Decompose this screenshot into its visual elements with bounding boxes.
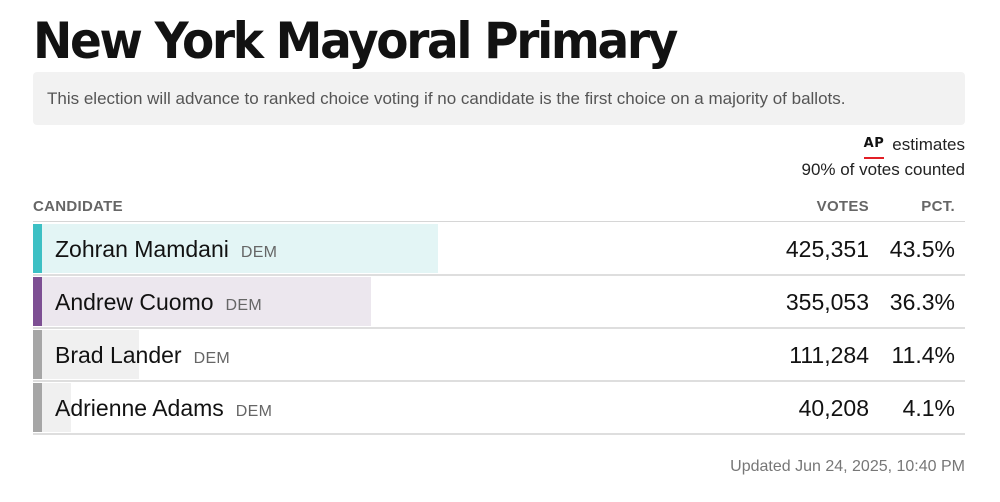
party-label: DEM xyxy=(193,350,231,367)
pct-value: 36.3% xyxy=(889,289,955,315)
candidate-row: Andrew Cuomo DEM 355,053 36.3% xyxy=(33,276,965,329)
votes-value: 40,208 xyxy=(798,395,869,421)
results-table-header: CANDIDATE VOTES PCT. xyxy=(33,198,965,222)
candidate-name-cell: Andrew Cuomo DEM xyxy=(55,276,262,332)
party-label: DEM xyxy=(225,297,262,314)
updated-timestamp: Updated Jun 24, 2025, 10:40 PM xyxy=(730,458,965,475)
candidate-name: Andrew Cuomo xyxy=(55,289,214,315)
votes-value: 355,053 xyxy=(785,289,869,315)
pct-column-header: PCT. xyxy=(921,198,955,215)
candidate-name: Brad Lander xyxy=(55,342,182,368)
votes-value: 425,351 xyxy=(785,236,869,262)
vote-share-bar xyxy=(33,330,140,379)
votes-counted-text: 90% of votes counted xyxy=(801,160,965,179)
party-label: DEM xyxy=(240,244,278,261)
candidate-row: Adrienne Adams DEM 40,208 4.1% xyxy=(33,382,965,435)
ap-logo: AP xyxy=(863,132,885,159)
candidate-name: Adrienne Adams xyxy=(55,395,224,421)
candidate-name-cell: Zohran Mamdani DEM xyxy=(55,223,277,279)
candidate-row: Brad Lander DEM 111,284 11.4% xyxy=(33,329,965,382)
page-title: New York Mayoral Primary xyxy=(33,12,678,70)
candidate-column-header: CANDIDATE xyxy=(33,198,123,215)
pct-value: 4.1% xyxy=(902,395,955,421)
votes-column-header: VOTES xyxy=(816,198,869,215)
candidate-row: Zohran Mamdani DEM 425,351 43.5% xyxy=(33,223,965,276)
candidate-color-swatch xyxy=(33,383,42,432)
estimates-info: AP estimates 90% of votes counted xyxy=(801,132,965,182)
candidate-color-swatch xyxy=(33,330,42,379)
vote-share-bar xyxy=(33,277,372,326)
candidate-color-swatch xyxy=(33,224,42,273)
candidate-color-swatch xyxy=(33,277,42,326)
ranked-choice-notice: This election will advance to ranked cho… xyxy=(33,72,965,125)
estimates-label: estimates xyxy=(892,135,965,154)
party-label: DEM xyxy=(235,403,273,420)
results-table: Zohran Mamdani DEM 425,351 43.5% Andrew C… xyxy=(33,223,965,435)
vote-share-bar xyxy=(33,224,439,273)
candidate-name-cell: Adrienne Adams DEM xyxy=(55,382,272,438)
candidate-name-cell: Brad Lander DEM xyxy=(55,329,230,385)
candidate-name: Zohran Mamdani xyxy=(55,236,229,262)
pct-value: 43.5% xyxy=(889,236,955,262)
votes-value: 111,284 xyxy=(789,342,869,368)
pct-value: 11.4% xyxy=(891,342,955,368)
